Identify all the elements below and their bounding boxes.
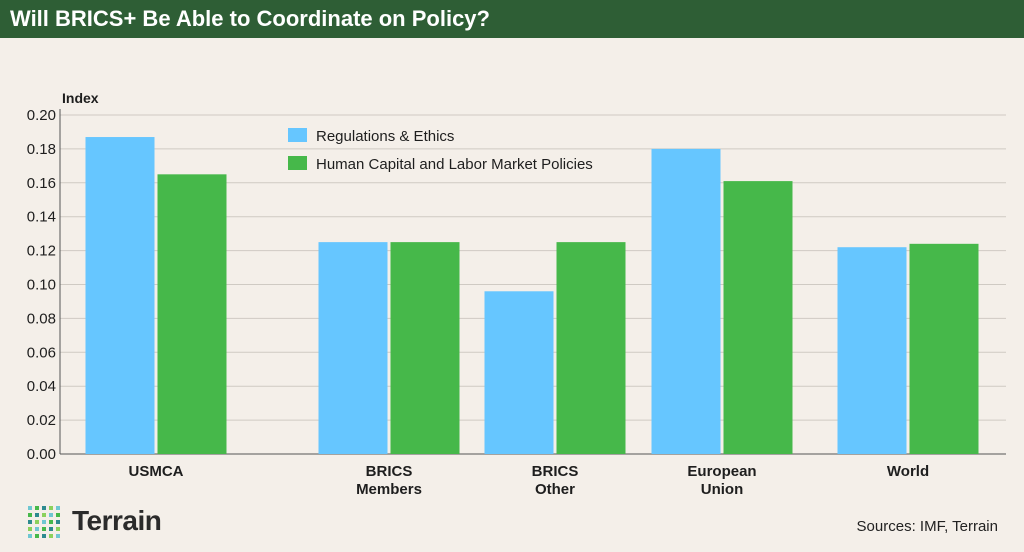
logo-dot xyxy=(42,520,46,524)
logo-dot xyxy=(42,527,46,531)
logo-dot xyxy=(49,527,53,531)
logo-dot xyxy=(49,506,53,510)
logo-dot xyxy=(42,506,46,510)
legend-label: Regulations & Ethics xyxy=(316,128,454,145)
legend-swatch xyxy=(288,128,307,142)
logo-dot xyxy=(28,513,32,517)
bar-human-capital xyxy=(390,242,460,454)
logo-dot xyxy=(49,520,53,524)
y-tick-label: 0.14 xyxy=(27,209,56,226)
logo-dot xyxy=(42,513,46,517)
logo-dot xyxy=(35,527,39,531)
y-tick-label: 0.00 xyxy=(27,446,56,463)
y-tick-label: 0.02 xyxy=(27,412,56,429)
x-tick-label: Other xyxy=(535,481,575,498)
logo-dot xyxy=(28,520,32,524)
y-axis-label: Index xyxy=(62,90,99,106)
bar-human-capital xyxy=(909,243,979,454)
y-tick-label: 0.06 xyxy=(27,344,56,361)
bar-human-capital xyxy=(556,242,626,454)
y-tick-label: 0.18 xyxy=(27,141,56,158)
logo-dot xyxy=(56,534,60,538)
y-tick-label: 0.20 xyxy=(27,107,56,124)
logo-dot xyxy=(28,506,32,510)
logo-dot xyxy=(28,527,32,531)
logo-dot xyxy=(56,527,60,531)
logo-dot xyxy=(42,534,46,538)
logo-text: Terrain xyxy=(72,505,162,536)
bar-regulations xyxy=(484,291,554,454)
logo-dot xyxy=(35,520,39,524)
x-tick-label: Members xyxy=(356,481,422,498)
x-tick-label: BRICS xyxy=(366,463,413,480)
source-note: Sources: IMF, Terrain xyxy=(856,518,998,535)
legend-label: Human Capital and Labor Market Policies xyxy=(316,156,593,173)
bar-human-capital xyxy=(157,174,227,454)
x-tick-label: European xyxy=(687,463,756,480)
logo-dot xyxy=(49,513,53,517)
logo-dot xyxy=(49,534,53,538)
x-tick-label: World xyxy=(887,463,929,480)
x-tick-label: Union xyxy=(701,481,744,498)
chart-title: Will BRICS+ Be Able to Coordinate on Pol… xyxy=(10,6,490,31)
y-tick-label: 0.10 xyxy=(27,277,56,294)
y-tick-label: 0.12 xyxy=(27,243,56,260)
x-tick-label: USMCA xyxy=(129,463,184,480)
logo-dot xyxy=(28,534,32,538)
logo-dot xyxy=(56,513,60,517)
bar-regulations xyxy=(85,137,155,454)
logo-dot xyxy=(35,506,39,510)
x-tick-label: BRICS xyxy=(532,463,579,480)
y-tick-label: 0.04 xyxy=(27,378,56,395)
title-bar: Will BRICS+ Be Able to Coordinate on Pol… xyxy=(0,0,1024,38)
bar-regulations xyxy=(837,247,907,454)
terrain-logo-icon xyxy=(28,506,60,538)
logo-dot xyxy=(56,520,60,524)
bar-regulations xyxy=(318,242,388,454)
logo-dot xyxy=(56,506,60,510)
bar-regulations xyxy=(651,148,721,454)
y-tick-label: 0.16 xyxy=(27,175,56,192)
legend-swatch xyxy=(288,156,307,170)
y-tick-label: 0.08 xyxy=(27,310,56,327)
bar-human-capital xyxy=(723,181,793,455)
logo-dot xyxy=(35,534,39,538)
logo-dot xyxy=(35,513,39,517)
